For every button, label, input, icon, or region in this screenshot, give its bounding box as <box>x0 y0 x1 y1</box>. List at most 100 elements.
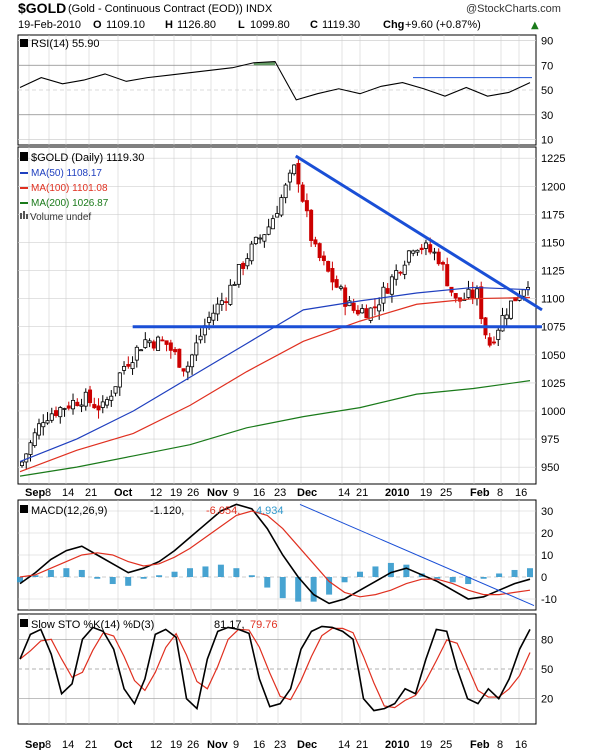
axis-ticks: SepSep8814142121OctOct121219192626NovNov… <box>25 36 565 750</box>
x-axis-label: 19 <box>420 739 432 750</box>
candle-down <box>428 244 433 253</box>
x-axis-label: 8 <box>497 487 503 499</box>
candle-up <box>134 346 139 361</box>
candle-down <box>317 243 322 259</box>
macd-histogram-bar <box>295 577 302 602</box>
candle-up <box>105 399 110 406</box>
macd-plot <box>17 503 535 607</box>
candle-up <box>474 288 479 299</box>
price-plot <box>19 154 543 477</box>
x-axis-label: Dec <box>297 739 317 750</box>
macd-histogram-bar <box>78 569 85 577</box>
macd-histogram-bar <box>156 575 163 577</box>
downtrend-line <box>294 154 543 312</box>
candle-up <box>377 304 382 312</box>
candle-down <box>304 200 309 212</box>
x-axis-label: 12 <box>150 739 162 750</box>
price-tick-label: 1225 <box>541 153 565 165</box>
x-axis-label: 9 <box>233 739 239 750</box>
x-axis-label: Oct <box>114 487 133 499</box>
price-tick-label: 975 <box>541 434 559 446</box>
candle-down <box>66 405 71 409</box>
macd-histogram-bar <box>326 577 333 595</box>
x-axis-label: Dec <box>297 487 317 499</box>
candle-up <box>381 286 386 304</box>
rsi-tick-label: 90 <box>541 36 553 48</box>
candle-up <box>24 453 29 463</box>
x-axis-label: 2010 <box>385 739 409 750</box>
price-tick-label: 1125 <box>541 266 565 278</box>
macd-tick-label: 10 <box>541 550 553 562</box>
macd-line <box>19 503 531 605</box>
chg-value: +9.60 (+0.87%) <box>405 19 481 31</box>
candle-down <box>351 302 356 311</box>
candle-down <box>168 342 173 351</box>
candle-up <box>283 184 288 199</box>
candle-down <box>92 404 97 409</box>
candle-up <box>249 243 254 262</box>
candle-down <box>419 247 424 251</box>
candle-up <box>423 242 428 249</box>
macd-histogram-bar <box>465 577 472 585</box>
candle-down <box>151 341 156 349</box>
price-tick-label: 1200 <box>541 181 565 193</box>
x-axis-label: 8 <box>45 739 51 750</box>
macd-hist-legend-value: 4.934 <box>256 505 284 517</box>
price-tick-label: 1025 <box>541 378 565 390</box>
candle-up <box>432 251 437 254</box>
price-legend-candle-icon <box>20 152 28 161</box>
candle-up <box>258 237 263 240</box>
candle-down <box>96 405 101 411</box>
price-tick-label: 1050 <box>541 350 565 362</box>
candle-up <box>266 226 271 235</box>
high-label: H <box>165 19 173 31</box>
x-axis-label: Nov <box>207 487 229 499</box>
sto-k-legend-value: 81.17, <box>214 619 245 631</box>
candle-down <box>160 339 165 342</box>
candle-up <box>139 349 144 352</box>
macd-trendline <box>299 503 535 607</box>
candle-down <box>75 401 80 407</box>
candle-up <box>504 314 509 320</box>
rsi-tick-label: 30 <box>541 110 553 122</box>
candle-up <box>406 250 411 263</box>
candle-up <box>122 366 127 371</box>
candle-up <box>113 386 118 394</box>
candle-up <box>71 399 76 410</box>
stockcharts-watermark: @StockCharts.com <box>466 3 561 15</box>
x-axis-label: 16 <box>515 739 527 750</box>
high-value: 1126.80 <box>177 19 216 31</box>
candle-down <box>372 306 377 309</box>
candle-up <box>253 236 258 244</box>
macd-histogram-bar <box>387 562 394 577</box>
x-axis-label: 25 <box>440 487 452 499</box>
sto-k-line <box>19 625 531 712</box>
candle-up <box>236 264 241 285</box>
ma200-legend: MA(200) 1026.87 <box>31 198 109 209</box>
sto-legend-name: Slow STO %K(14) %D(3) <box>31 619 154 631</box>
candle-up <box>500 315 505 332</box>
macd-legend-value: -1.120, <box>150 505 184 517</box>
open-value: 1109.10 <box>106 19 145 31</box>
candle-down <box>398 271 403 274</box>
candle-up <box>411 250 416 254</box>
x-axis-label: 14 <box>338 487 350 499</box>
candle-up <box>156 336 161 351</box>
price-tick-label: 1075 <box>541 322 565 334</box>
ma100-legend: MA(100) 1101.08 <box>31 183 108 194</box>
candle-down <box>300 184 305 202</box>
candle-up <box>109 395 114 401</box>
x-axis-label: Oct <box>114 739 133 750</box>
x-axis-label: 21 <box>85 739 97 750</box>
x-axis-label: 8 <box>497 739 503 750</box>
x-axis-label: 8 <box>45 487 51 499</box>
macd-histogram-bar <box>202 566 209 577</box>
candle-up <box>402 264 407 275</box>
price-legend: $GOLD (Daily) 1119.30 <box>31 152 144 164</box>
x-axis-label: 26 <box>187 487 199 499</box>
macd-histogram-bar <box>372 566 379 577</box>
gridlines <box>18 35 536 724</box>
x-axis-label: 26 <box>187 739 199 750</box>
volume-legend: Volume undef <box>30 212 91 223</box>
candle-down <box>321 255 326 262</box>
